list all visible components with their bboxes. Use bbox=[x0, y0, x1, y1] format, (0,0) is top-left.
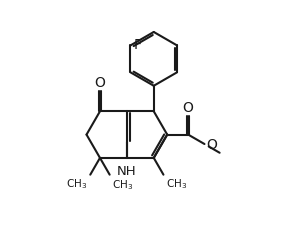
Text: NH: NH bbox=[117, 164, 137, 177]
Text: CH$_3$: CH$_3$ bbox=[66, 176, 88, 190]
Text: O: O bbox=[95, 76, 106, 90]
Text: F: F bbox=[134, 38, 142, 52]
Text: CH$_3$: CH$_3$ bbox=[166, 176, 187, 190]
Text: O: O bbox=[207, 137, 218, 151]
Text: CH$_3$: CH$_3$ bbox=[112, 177, 133, 191]
Text: O: O bbox=[183, 101, 194, 115]
